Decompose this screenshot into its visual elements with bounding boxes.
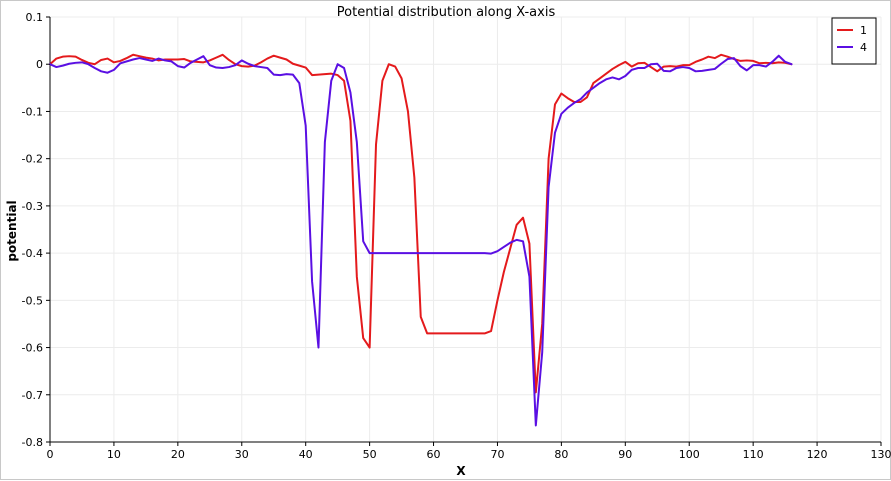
ticks-layer: 0 10 20 30 40 50 60 70 80 90 100 110 120 130 0.1 0 -0.1 -…: [22, 11, 891, 461]
y-tick-label: -0.6: [22, 342, 43, 355]
y-tick-label: -0.2: [22, 153, 43, 166]
y-tick-label: 0.1: [26, 11, 44, 24]
series-line-1: [50, 55, 792, 393]
y-tick-label: -0.3: [22, 200, 43, 213]
x-tick-label: 60: [427, 448, 441, 461]
x-tick-label: 90: [618, 448, 632, 461]
y-tick-label: -0.7: [22, 389, 43, 402]
y-tick-label: -0.4: [22, 247, 43, 260]
x-tick-label: 40: [299, 448, 313, 461]
x-tick-label: 100: [679, 448, 700, 461]
legend-box: [832, 18, 876, 64]
legend: 1 4: [832, 18, 876, 64]
grid-layer: [50, 17, 881, 442]
series-layer: [50, 55, 792, 426]
x-tick-label: 70: [490, 448, 504, 461]
legend-label-4: 4: [860, 41, 867, 54]
x-tick-label: 130: [871, 448, 891, 461]
x-tick-label: 0: [47, 448, 54, 461]
y-tick-label: -0.1: [22, 105, 43, 118]
x-tick-label: 20: [171, 448, 185, 461]
x-axis-label: X: [456, 464, 466, 478]
y-tick-label: -0.5: [22, 294, 43, 307]
x-tick-label: 50: [363, 448, 377, 461]
x-tick-label: 80: [554, 448, 568, 461]
x-tick-label: 10: [107, 448, 121, 461]
y-tick-label: -0.8: [22, 436, 43, 449]
chart-title: Potential distribution along X-axis: [337, 5, 556, 20]
y-tick-label: 0: [36, 58, 43, 71]
axes-layer: [50, 17, 881, 442]
y-axis-label: potential: [5, 200, 19, 261]
x-tick-label: 30: [235, 448, 249, 461]
legend-label-1: 1: [860, 24, 867, 37]
x-tick-label: 120: [807, 448, 828, 461]
x-tick-label: 110: [743, 448, 764, 461]
